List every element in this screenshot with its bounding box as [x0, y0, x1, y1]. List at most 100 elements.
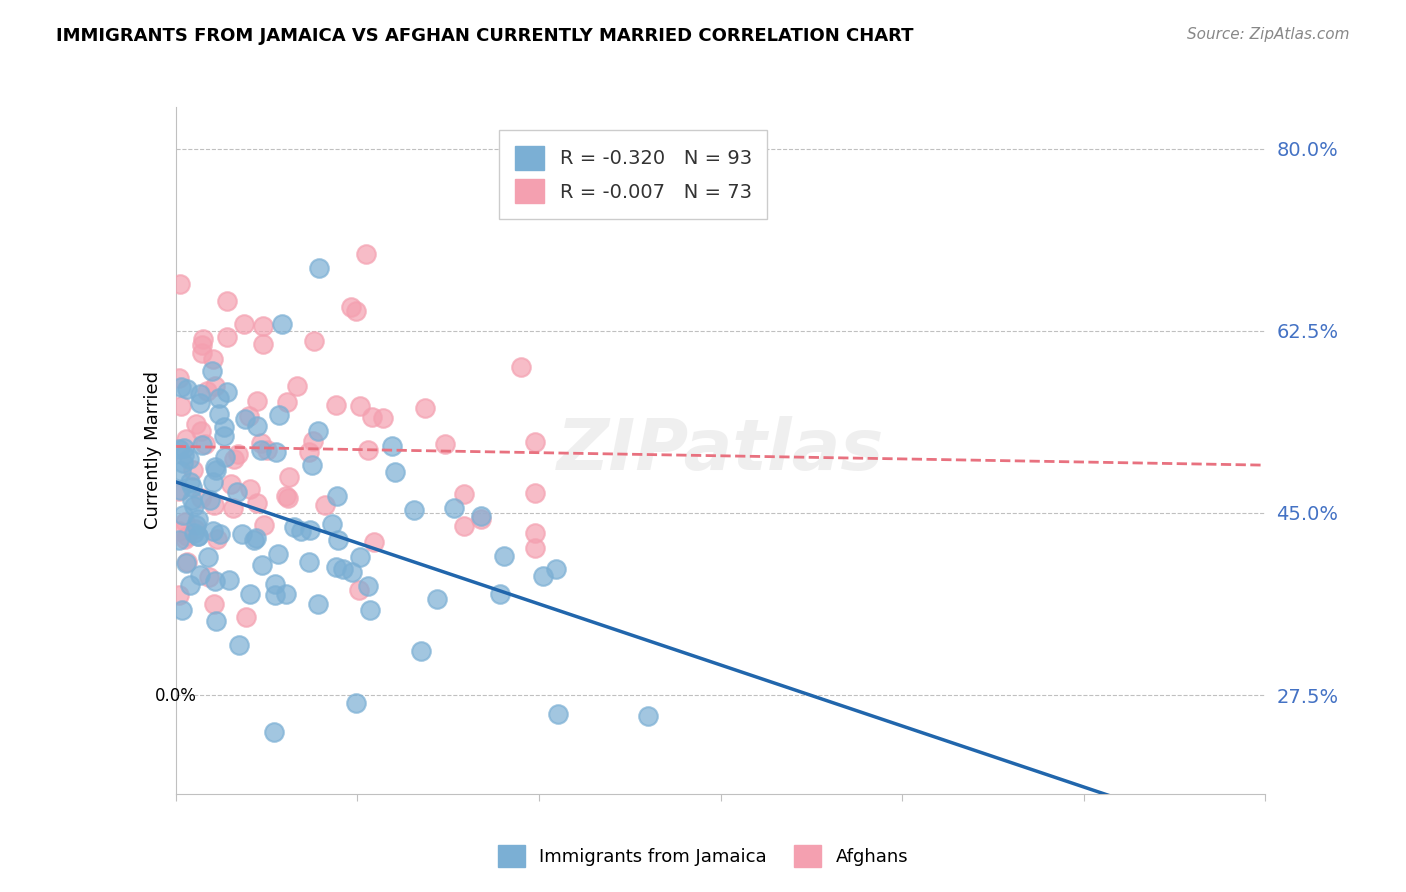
Point [215, 385, 238, 400]
Point [302, 334, 325, 348]
Point [176, 432, 198, 446]
Point [202, 597, 225, 611]
Point [169, 442, 191, 456]
Point [238, 409, 260, 423]
Point [314, 498, 336, 512]
Point [217, 330, 239, 344]
Point [201, 364, 224, 378]
Point [298, 523, 321, 537]
Point [188, 395, 211, 409]
Point [205, 532, 228, 546]
Point [264, 576, 287, 591]
Point [172, 456, 194, 470]
Point [207, 407, 229, 421]
Point [298, 445, 321, 459]
Point [342, 565, 364, 579]
Point [172, 508, 194, 522]
Point [524, 541, 547, 555]
Point [219, 477, 242, 491]
Point [246, 419, 269, 434]
Point [187, 512, 209, 526]
Point [433, 436, 456, 450]
Point [183, 525, 205, 540]
Point [222, 501, 245, 516]
Point [357, 579, 380, 593]
Legend: Immigrants from Jamaica, Afghans: Immigrants from Jamaica, Afghans [491, 838, 915, 874]
Point [302, 434, 325, 448]
Point [169, 524, 191, 539]
Point [276, 587, 298, 601]
Point [326, 490, 349, 504]
Point [250, 558, 273, 572]
Legend: R = -0.320   N = 93, R = -0.007   N = 73: R = -0.320 N = 93, R = -0.007 N = 73 [499, 130, 768, 219]
Point [470, 508, 492, 523]
Point [217, 294, 239, 309]
Point [202, 499, 225, 513]
Point [264, 588, 287, 602]
Point [524, 525, 547, 540]
Point [187, 529, 209, 543]
Point [202, 524, 225, 538]
Point [184, 522, 207, 536]
Point [252, 318, 274, 333]
Point [290, 524, 312, 538]
Point [190, 425, 212, 439]
Point [212, 420, 235, 434]
Point [250, 435, 273, 450]
Point [176, 382, 198, 396]
Point [190, 438, 212, 452]
Point [207, 391, 229, 405]
Point [174, 556, 197, 570]
Point [204, 460, 226, 475]
Point [344, 304, 367, 318]
Text: ZIPatlas: ZIPatlas [557, 416, 884, 485]
Point [226, 485, 249, 500]
Point [363, 535, 385, 549]
Point [169, 588, 191, 602]
Point [235, 610, 257, 624]
Point [188, 386, 211, 401]
Point [170, 399, 193, 413]
Point [173, 441, 195, 455]
Point [347, 582, 370, 597]
Point [301, 458, 323, 473]
Point [546, 562, 568, 576]
Point [453, 486, 475, 500]
Point [181, 463, 204, 477]
Point [340, 300, 363, 314]
Point [169, 277, 191, 292]
Point [332, 562, 354, 576]
Point [214, 450, 236, 464]
Point [274, 489, 297, 503]
Point [325, 398, 347, 412]
Point [188, 568, 211, 582]
Point [191, 332, 214, 346]
Point [202, 351, 225, 366]
Point [308, 261, 330, 276]
Point [212, 429, 235, 443]
Y-axis label: Currently Married: Currently Married [143, 371, 162, 530]
Point [285, 379, 308, 393]
Point [200, 492, 222, 507]
Point [344, 696, 367, 710]
Point [267, 409, 290, 423]
Point [179, 578, 201, 592]
Point [470, 511, 492, 525]
Point [271, 317, 294, 331]
Point [524, 486, 547, 500]
Point [173, 515, 195, 529]
Point [239, 587, 262, 601]
Point [277, 491, 299, 505]
Point [426, 592, 449, 607]
Point [169, 483, 191, 498]
Point [235, 412, 257, 426]
Point [181, 493, 204, 508]
Point [373, 410, 395, 425]
Point [453, 519, 475, 533]
Point [307, 425, 329, 439]
Point [190, 346, 212, 360]
Point [307, 597, 329, 611]
Point [381, 439, 404, 453]
Point [250, 443, 273, 458]
Point [181, 480, 204, 494]
